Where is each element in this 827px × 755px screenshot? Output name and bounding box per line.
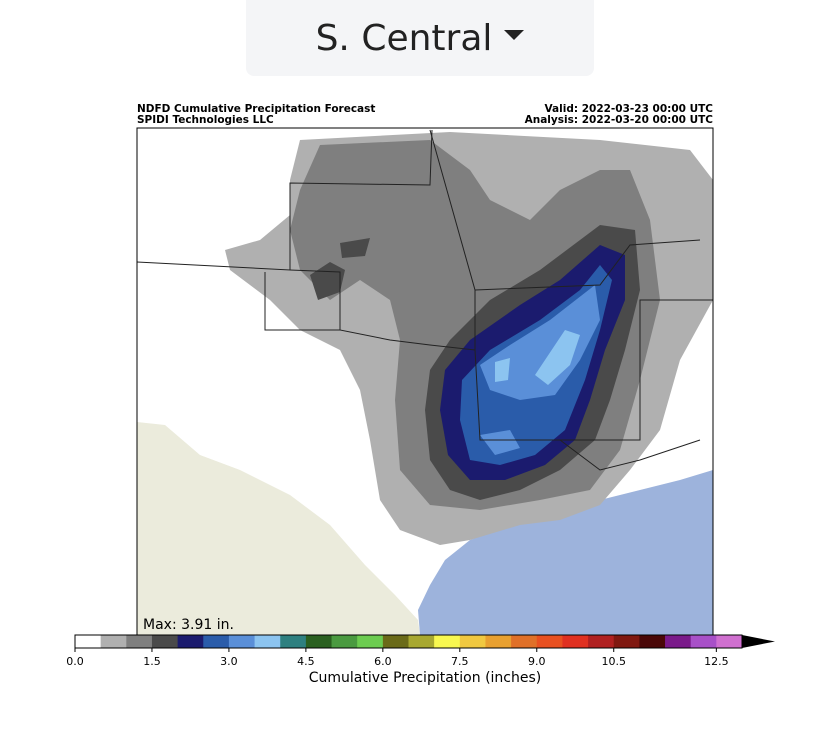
colorbar-tick-label: 12.5	[704, 655, 729, 668]
colorbar: 0.0 1.5 3.0 4.5 6.0 7.5 9.0 10.5 12.5	[66, 634, 775, 668]
colorbar-extend	[742, 635, 775, 648]
mexico	[137, 422, 420, 635]
map-area	[136, 127, 714, 636]
colorbar-swatch	[434, 635, 461, 648]
colorbar-swatch	[382, 635, 409, 648]
colorbar-tick-label: 0.0	[66, 655, 84, 668]
border	[474, 349, 701, 471]
colorbar-swatch	[331, 635, 358, 648]
colorbar-swatch	[126, 635, 153, 648]
colorbar-swatch	[562, 635, 589, 648]
colorbar-label: Cumulative Precipitation (inches)	[309, 670, 541, 686]
colorbar-swatch	[177, 635, 204, 648]
colorbar-swatch	[613, 635, 640, 648]
colorbar-swatch	[254, 635, 281, 648]
colorbar-tick-label: 4.5	[297, 655, 315, 668]
colorbar-tick-label: 3.0	[220, 655, 238, 668]
colorbar-swatch	[151, 635, 179, 648]
colorbar-swatch	[459, 635, 486, 648]
border	[474, 239, 713, 441]
colorbar-tick-label: 7.5	[451, 655, 469, 668]
colorbar-swatch	[485, 635, 512, 648]
colorbar-swatch	[203, 635, 230, 648]
colorbar-swatch	[408, 635, 435, 648]
colorbar-tick-label: 9.0	[528, 655, 546, 668]
colorbar-frame	[74, 634, 743, 649]
region-dropdown[interactable]: S. Central	[246, 0, 594, 76]
colorbar-tick-label: 10.5	[601, 655, 626, 668]
dropdown-caret[interactable]	[504, 30, 525, 40]
colorbar-swatch	[357, 635, 384, 648]
map-title: NDFD Cumulative Precipitation Forecast	[137, 103, 375, 115]
colorbar-swatch	[716, 635, 743, 648]
precip-dark	[310, 238, 370, 300]
colorbar-swatch	[511, 635, 538, 648]
map-subtitle: SPIDI Technologies LLC	[137, 114, 274, 126]
colorbar-tick-label: 1.5	[143, 655, 161, 668]
precip-light-blue	[495, 330, 580, 385]
colorbar-tick-label: 6.0	[374, 655, 392, 668]
border	[136, 129, 433, 271]
colorbar-swatch	[536, 635, 563, 648]
colorbar-swatch	[100, 635, 127, 648]
dropdown-label[interactable]: S. Central	[315, 17, 493, 59]
colorbar-swatch	[690, 635, 717, 648]
gulf	[418, 470, 713, 635]
colorbar-swatch	[280, 635, 307, 648]
colorbar-swatch	[75, 635, 102, 648]
colorbar-swatch	[639, 635, 666, 648]
max-note: Max: 3.91 in.	[143, 617, 234, 633]
border	[289, 129, 476, 351]
colorbar-swatch	[588, 635, 615, 648]
colorbar-swatch	[305, 635, 333, 648]
valid-time: Valid: 2022-03-23 00:00 UTC	[545, 103, 714, 115]
colorbar-swatch	[228, 635, 256, 648]
analysis-time: Analysis: 2022-03-20 00:00 UTC	[525, 114, 714, 126]
colorbar-swatch	[665, 635, 692, 648]
